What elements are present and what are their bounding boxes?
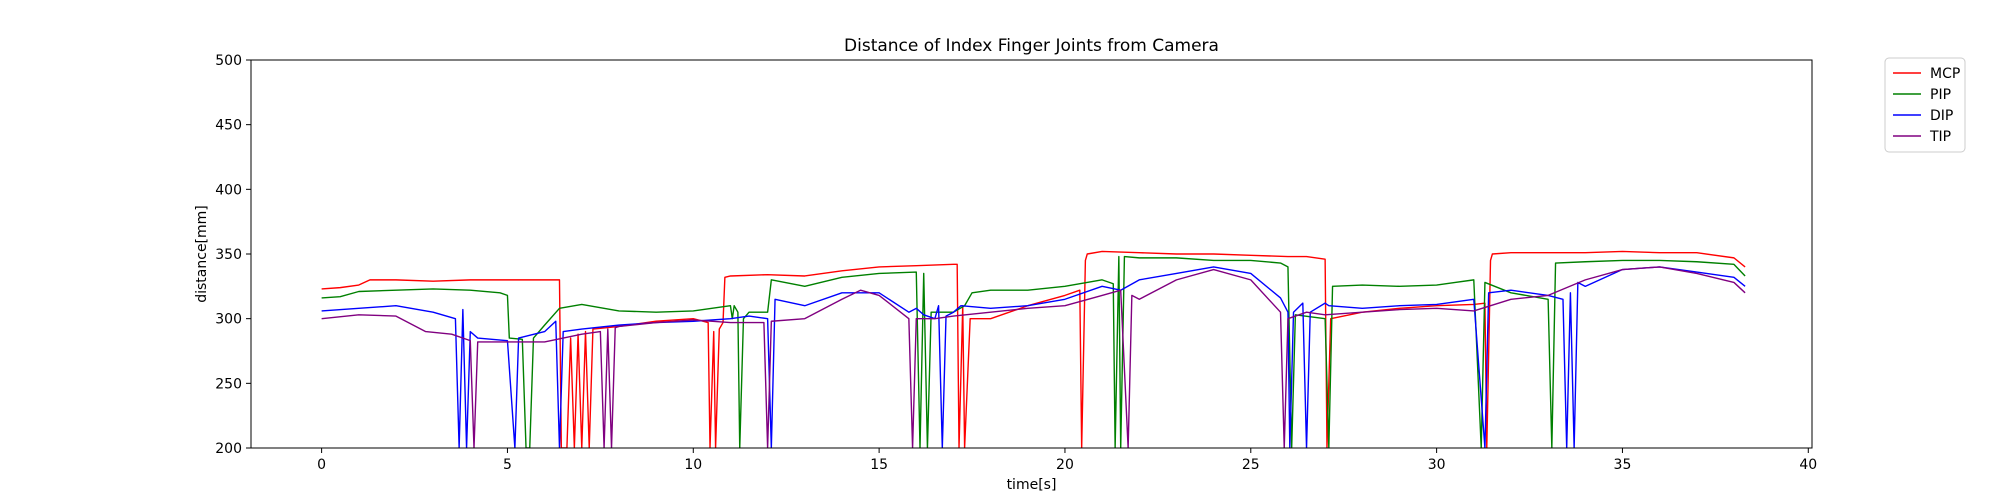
x-tick-label: 20 (1056, 457, 1074, 473)
y-tick-label: 500 (215, 53, 242, 69)
y-tick-label: 450 (215, 118, 242, 134)
x-tick-label: 0 (317, 457, 326, 473)
y-axis-label: distance[mm] (194, 205, 210, 303)
x-axis-label: time[s] (1007, 477, 1057, 493)
x-tick-label: 5 (503, 457, 512, 473)
series-line-mcp (321, 250, 1746, 448)
series-layer (321, 250, 1746, 448)
x-tick-label: 10 (684, 457, 702, 473)
series-line-tip (321, 266, 1746, 448)
x-tick-label: 30 (1428, 457, 1446, 473)
axes-layer: 0 5 10 15 20 25 30 35 40 200 250 300 350 400 450 500 (215, 53, 1817, 473)
y-tick-label: 300 (215, 312, 242, 328)
y-tick-label: 350 (215, 247, 242, 263)
y-tick-label: 250 (215, 376, 242, 392)
legend-label-tip: TIP (1929, 129, 1951, 145)
legend: MCP PIP DIP TIP (1884, 57, 1966, 153)
series-line-dip (321, 266, 1746, 448)
y-tick-label: 400 (215, 182, 242, 198)
chart-title: Distance of Index Finger Joints from Cam… (844, 36, 1219, 56)
x-tick-label: 15 (870, 457, 888, 473)
x-tick-label: 35 (1614, 457, 1632, 473)
y-tick-label: 200 (215, 441, 242, 457)
x-tick-label: 25 (1242, 457, 1260, 473)
legend-label-pip: PIP (1930, 87, 1951, 103)
legend-label-dip: DIP (1930, 108, 1953, 124)
legend-box (1884, 57, 1966, 153)
x-tick-label: 40 (1799, 457, 1817, 473)
legend-label-mcp: MCP (1930, 66, 1960, 82)
